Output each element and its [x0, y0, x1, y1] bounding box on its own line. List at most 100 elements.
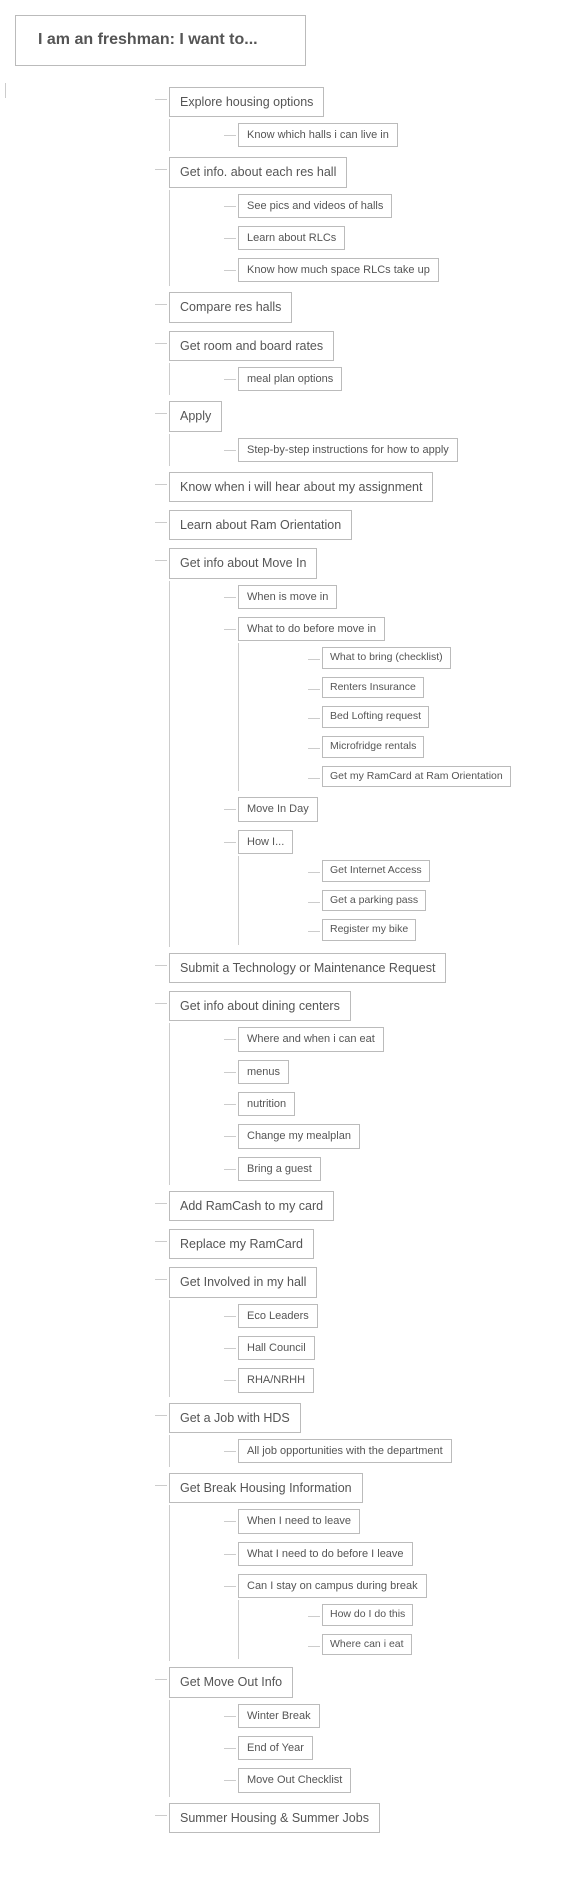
tree-node: Get a Job with HDS	[169, 1403, 301, 1433]
tree-node: Hall Council	[238, 1336, 315, 1360]
tree-item: Get Involved in my hall Eco Leaders Hall C…	[155, 1263, 570, 1398]
tree-item: Can I stay on campus during breakHow do …	[224, 1570, 570, 1662]
tree-node: Get a parking pass	[322, 890, 426, 912]
tree-node: Get Move Out Info	[169, 1667, 293, 1697]
tree-container: Explore housing options Know which halls …	[5, 81, 570, 1839]
tree-item: Get info about dining centersWhere and w…	[155, 987, 570, 1187]
tree-item: Summer Housing & Summer Jobs	[155, 1799, 570, 1837]
tree-node: Get info about Move In	[169, 548, 317, 578]
tree-node: Learn about RLCs	[238, 226, 345, 250]
tree-node: Apply	[169, 401, 222, 431]
tree-item: What to do before move in What to bring (…	[224, 613, 570, 794]
tree-node: Get Break Housing Information	[169, 1473, 363, 1503]
tree-item: Move In Day	[224, 793, 570, 825]
tree-node: Change my mealplan	[238, 1124, 360, 1148]
tree-node: See pics and videos of halls	[238, 194, 392, 218]
tree-node: Know how much space RLCs take up	[238, 258, 439, 282]
tree-node: Where and when i can eat	[238, 1027, 384, 1051]
tree-item: Microfridge rentals	[308, 732, 570, 762]
tree-item: Change my mealplan	[224, 1120, 570, 1152]
tree-children: When I need to leave What I need to do be…	[169, 1505, 570, 1661]
tree-item: Get info about Move In When is move in Wha…	[155, 544, 570, 949]
tree-item: Get Move Out Info Winter Break End of Year…	[155, 1663, 570, 1798]
tree-node: When I need to leave	[238, 1509, 360, 1533]
tree-node: Get info about dining centers	[169, 991, 351, 1021]
tree-item: RHA/NRHH	[224, 1364, 570, 1396]
tree-item: meal plan options	[224, 363, 570, 395]
tree-item: Get Break Housing InformationWhen I need…	[155, 1469, 570, 1663]
tree-children: See pics and videos of halls Learn about …	[169, 190, 570, 287]
tree-item: Know which halls i can live in	[224, 119, 570, 151]
tree-node: Move Out Checklist	[238, 1768, 351, 1792]
tree-children: Know which halls i can live in	[169, 119, 570, 151]
tree-node: How I...	[238, 830, 293, 854]
tree-node: Bed Lofting request	[322, 706, 429, 728]
tree-children: When is move in What to do before move in…	[169, 581, 570, 947]
tree-children: All job opportunities with the departmen…	[169, 1435, 570, 1467]
tree-node: RHA/NRHH	[238, 1368, 314, 1392]
tree-children: How do I do this Where can i eat	[238, 1600, 570, 1659]
tree-item: What to bring (checklist)	[308, 643, 570, 673]
tree-item: Eco Leaders	[224, 1300, 570, 1332]
tree-node: What to bring (checklist)	[322, 647, 451, 669]
tree-item: Learn about Ram Orientation	[155, 506, 570, 544]
tree-item: End of Year	[224, 1732, 570, 1764]
tree-node: Know which halls i can live in	[238, 123, 398, 147]
tree-item: ApplyStep-by-step instructions for how t…	[155, 397, 570, 468]
tree-item: What I need to do before I leave	[224, 1538, 570, 1570]
tree-node: Winter Break	[238, 1704, 320, 1728]
tree-item: Where can i eat	[308, 1630, 570, 1660]
tree-item: Step-by-step instructions for how to app…	[224, 434, 570, 466]
tree-item: Renters Insurance	[308, 673, 570, 703]
tree-node: Register my bike	[322, 919, 416, 941]
tree-item: Get a Job with HDSAll job opportunities …	[155, 1399, 570, 1470]
tree-node: Eco Leaders	[238, 1304, 318, 1328]
tree-node: What I need to do before I leave	[238, 1542, 413, 1566]
tree-item: How I... Get Internet Access Get a parking…	[224, 826, 570, 947]
tree-node: Replace my RamCard	[169, 1229, 314, 1259]
tree-item: Where and when i can eat	[224, 1023, 570, 1055]
tree-item: Add RamCash to my card	[155, 1187, 570, 1225]
tree-item: Bring a guest	[224, 1153, 570, 1185]
tree-children: Step-by-step instructions for how to app…	[169, 434, 570, 466]
tree-node: Explore housing options	[169, 87, 324, 117]
tree-item: Get my RamCard at Ram Orientation	[308, 762, 570, 792]
tree-node: Get Internet Access	[322, 860, 430, 882]
tree-item: Explore housing options Know which halls …	[155, 83, 570, 154]
tree-item: Learn about RLCs	[224, 222, 570, 254]
tree-children: Where and when i can eat menus nutrition Ch…	[169, 1023, 570, 1184]
tree-item: menus	[224, 1056, 570, 1088]
tree-item: Bed Lofting request	[308, 702, 570, 732]
tree-item: nutrition	[224, 1088, 570, 1120]
tree-node: Get my RamCard at Ram Orientation	[322, 766, 511, 788]
tree-node: What to do before move in	[238, 617, 385, 641]
tree-item: How do I do this	[308, 1600, 570, 1630]
tree-item: Get room and board rates meal plan option…	[155, 327, 570, 398]
tree-node: When is move in	[238, 585, 337, 609]
tree-item: Compare res halls	[155, 288, 570, 326]
tree-item: Winter Break	[224, 1700, 570, 1732]
tree-node: Summer Housing & Summer Jobs	[169, 1803, 380, 1833]
tree-item: When is move in	[224, 581, 570, 613]
tree-node: Get info. about each res hall	[169, 157, 347, 187]
tree-item: All job opportunities with the departmen…	[224, 1435, 570, 1467]
tree-node: Submit a Technology or Maintenance Reque…	[169, 953, 446, 983]
tree-item: Get info. about each res hallSee pics an…	[155, 153, 570, 288]
tree-node: meal plan options	[238, 367, 342, 391]
tree-node: menus	[238, 1060, 289, 1084]
tree-node: Microfridge rentals	[322, 736, 424, 758]
tree-node: Get Involved in my hall	[169, 1267, 317, 1297]
tree-node: Learn about Ram Orientation	[169, 510, 352, 540]
tree-children: Get Internet Access Get a parking pass Reg…	[238, 856, 570, 945]
tree-item: Submit a Technology or Maintenance Reque…	[155, 949, 570, 987]
tree-node: Where can i eat	[322, 1634, 412, 1656]
tree-node: Get room and board rates	[169, 331, 334, 361]
tree-children: meal plan options	[169, 363, 570, 395]
tree-item: See pics and videos of halls	[224, 190, 570, 222]
tree-item: Know when i will hear about my assignmen…	[155, 468, 570, 506]
tree-node: Compare res halls	[169, 292, 292, 322]
tree-level-1: Explore housing options Know which halls …	[5, 83, 570, 1837]
tree-node: End of Year	[238, 1736, 313, 1760]
tree-node: Renters Insurance	[322, 677, 424, 699]
tree-node: nutrition	[238, 1092, 295, 1116]
